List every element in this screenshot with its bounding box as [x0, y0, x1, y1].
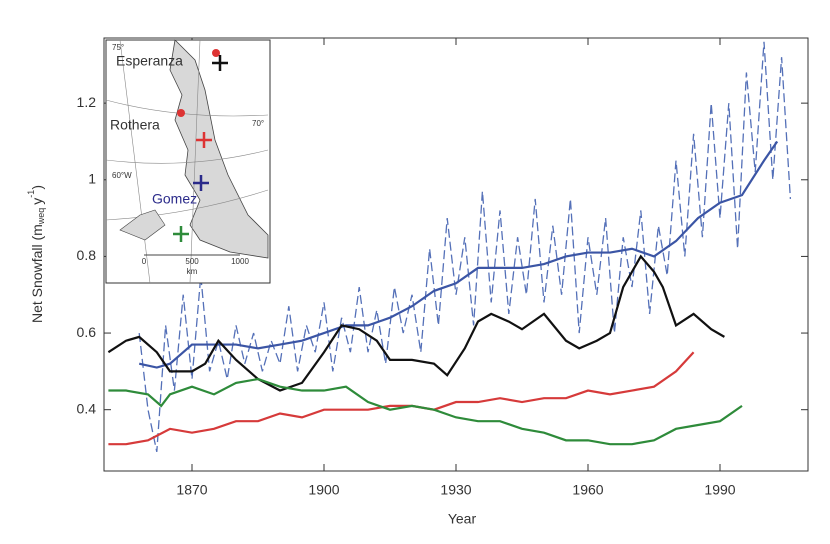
y-label-sup: -1 — [26, 190, 36, 198]
y-axis-label: Net Snowfall (mweq y-1) — [26, 185, 46, 323]
y-tick-label: 0.8 — [77, 247, 97, 263]
scale-label: 1000 — [231, 257, 249, 266]
series-line — [108, 377, 743, 446]
graticule-label: 75° — [112, 43, 124, 52]
y-tick-label: 0.4 — [77, 400, 97, 416]
y-label-mid: y — [29, 198, 45, 205]
y-label-main: Net Snowfall (m — [29, 224, 45, 323]
x-tick-label: 1930 — [440, 482, 471, 498]
cross-red — [196, 132, 212, 148]
scale-unit: km — [187, 267, 198, 276]
scale-label: 500 — [185, 257, 199, 266]
y-tick-label: 0.6 — [77, 324, 97, 340]
site-label: Esperanza — [116, 53, 183, 69]
series-line — [107, 254, 725, 392]
graticule-label: 70° — [252, 119, 264, 128]
island — [119, 209, 166, 241]
y-tick-label: 1.2 — [77, 94, 97, 110]
series-line — [138, 41, 792, 452]
series-line — [138, 140, 779, 369]
peninsula — [169, 39, 269, 259]
x-tick-label: 1960 — [572, 482, 603, 498]
inset-map: Esperanza Rothera Gomez 0 500 1000 km 70… — [105, 39, 271, 284]
cross-black — [212, 55, 228, 71]
y-tick-label: 1 — [88, 170, 96, 186]
cross-blue — [193, 175, 209, 191]
plot-area: 1870 1900 1930 1960 1990 0.4 0.6 0.8 1 1.2 — [77, 38, 808, 498]
site-dot — [177, 109, 185, 117]
y-label-end: ) — [29, 185, 45, 190]
x-tick-label: 1870 — [176, 482, 207, 498]
x-tick-label: 1990 — [704, 482, 735, 498]
site-dot — [212, 49, 220, 57]
site-label: Gomez — [152, 191, 197, 207]
y-label-sub: weq — [36, 208, 46, 226]
x-tick-label: 1900 — [308, 482, 339, 498]
x-axis-label: Year — [448, 511, 477, 527]
cross-green — [173, 226, 189, 242]
series-line — [108, 351, 695, 446]
graticule-label: 60°W — [112, 171, 132, 180]
scale-label: 0 — [142, 257, 147, 266]
site-label: Rothera — [110, 117, 160, 133]
